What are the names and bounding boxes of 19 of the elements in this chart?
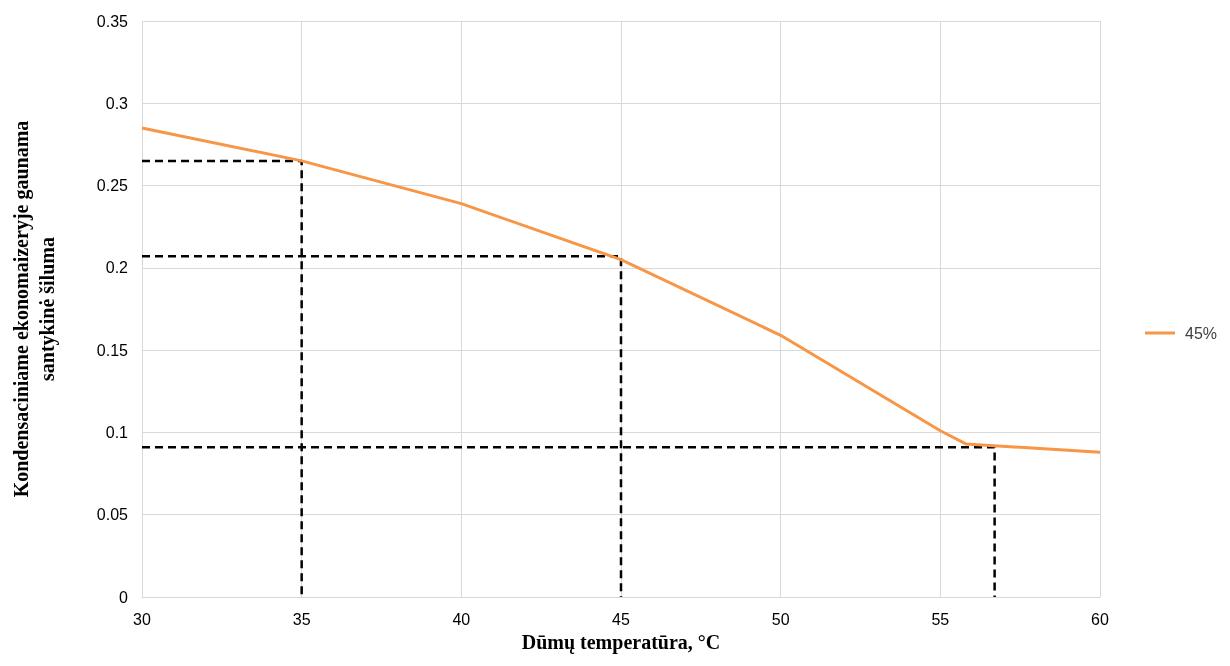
x-tick-label: 45 [612,610,630,628]
x-tick-label: 40 [452,610,471,628]
x-tick-label: 35 [292,610,311,628]
x-axis-title: Dūmų temperatūra, °C [521,630,721,654]
y-tick-label: 0.2 [105,259,129,277]
y-tick-label: 0 [119,588,129,606]
y-tick-label: 0.15 [96,341,129,359]
y-tick-label: 0.1 [105,423,129,441]
y-tick-label: 0.35 [96,12,129,30]
x-tick-label: 50 [771,610,790,628]
y-tick-label: 0.25 [96,177,129,195]
x-tick-label: 55 [931,610,950,628]
y-axis-title: Kondensaciniame ekonomaizeryje gaunama santykinė šiluma [10,120,59,498]
legend-label: 45% [1184,324,1218,342]
x-tick-label: 30 [133,610,151,628]
y-tick-label: 0.3 [105,94,129,112]
y-tick-label: 0.05 [96,506,129,524]
line-series [140,126,1102,454]
x-tick-label: 60 [1091,610,1109,628]
